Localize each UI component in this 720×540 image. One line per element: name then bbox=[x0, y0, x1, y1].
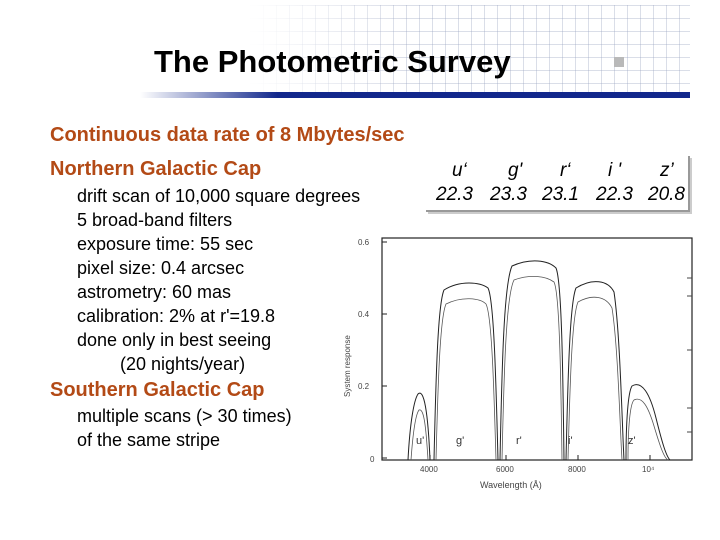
header-grid-decoration bbox=[250, 5, 690, 95]
plot-filter-label-i: i' bbox=[568, 435, 573, 447]
plot-filter-label-z: z' bbox=[628, 435, 636, 447]
x-tick-label: 6000 bbox=[496, 465, 514, 474]
plot-filter-label-g: g' bbox=[456, 435, 464, 447]
north-item: 5 broad-band filters bbox=[77, 210, 233, 230]
y-tick-label: 0.2 bbox=[358, 382, 370, 391]
slide-title: The Photometric Survey bbox=[154, 44, 511, 79]
g-response-curve-alt bbox=[435, 298, 497, 461]
filter-mag-u: 22.3 bbox=[436, 184, 473, 205]
north-heading: Northern Galactic Cap bbox=[50, 158, 262, 180]
filter-name-i: i ' bbox=[608, 160, 622, 181]
y-axis-label: System response bbox=[343, 335, 352, 397]
u-response-curve bbox=[407, 392, 431, 461]
g-response-curve bbox=[433, 282, 499, 461]
r-response-curve bbox=[499, 260, 565, 461]
z-response-curve bbox=[625, 384, 671, 461]
header-square-decoration bbox=[614, 57, 624, 67]
x-tick-label: 4000 bbox=[420, 465, 438, 474]
north-item: calibration: 2% at r'=19.8 bbox=[77, 306, 276, 326]
y-tick-label: 0.4 bbox=[358, 310, 370, 319]
x-axis-label: Wavelength (Å) bbox=[480, 480, 542, 490]
y-tick-label: 0.6 bbox=[358, 238, 370, 247]
plot-filter-label-u: u' bbox=[416, 435, 424, 447]
filter-response-plot: 0.6 0.4 0.2 0 System response 4000 6000 … bbox=[343, 237, 693, 490]
south-heading: Southern Galactic Cap bbox=[50, 379, 265, 401]
south-item: multiple scans (> 30 times) bbox=[77, 406, 292, 426]
filter-name-g: g' bbox=[508, 160, 523, 181]
x-tick-label: 10⁴ bbox=[642, 465, 655, 474]
y-tick-label: 0 bbox=[370, 455, 375, 464]
data-rate-heading: Continuous data rate of 8 Mbytes/sec bbox=[50, 124, 405, 146]
south-item: of the same stripe bbox=[77, 430, 221, 450]
x-tick-label: 8000 bbox=[568, 465, 586, 474]
u-response-curve-alt bbox=[410, 409, 429, 461]
filter-name-u: u‘ bbox=[452, 160, 467, 181]
filter-mag-z: 20.8 bbox=[648, 184, 685, 205]
plot-frame bbox=[381, 237, 693, 461]
filter-mag-g: 23.3 bbox=[490, 184, 527, 205]
filter-mag-r: 23.1 bbox=[542, 184, 579, 205]
north-item: done only in best seeing bbox=[77, 330, 272, 350]
z-response-curve-alt bbox=[627, 398, 669, 461]
filter-name-r: r‘ bbox=[560, 160, 571, 181]
north-item: pixel size: 0.4 arcsec bbox=[77, 258, 245, 278]
north-item: (20 nights/year) bbox=[120, 354, 246, 374]
north-item: drift scan of 10,000 square degrees bbox=[77, 186, 361, 206]
plot-filter-label-r: r' bbox=[516, 435, 522, 447]
north-item: astrometry: 60 mas bbox=[77, 282, 232, 302]
header-rule bbox=[140, 92, 690, 98]
filter-name-z: z’ bbox=[660, 160, 674, 181]
north-item: exposure time: 55 sec bbox=[77, 234, 254, 254]
i-response-curve-alt bbox=[567, 296, 623, 461]
r-response-curve-alt bbox=[501, 276, 563, 461]
filter-magnitude-box bbox=[426, 156, 690, 212]
i-response-curve bbox=[565, 281, 625, 461]
filter-mag-i: 22.3 bbox=[596, 184, 633, 205]
